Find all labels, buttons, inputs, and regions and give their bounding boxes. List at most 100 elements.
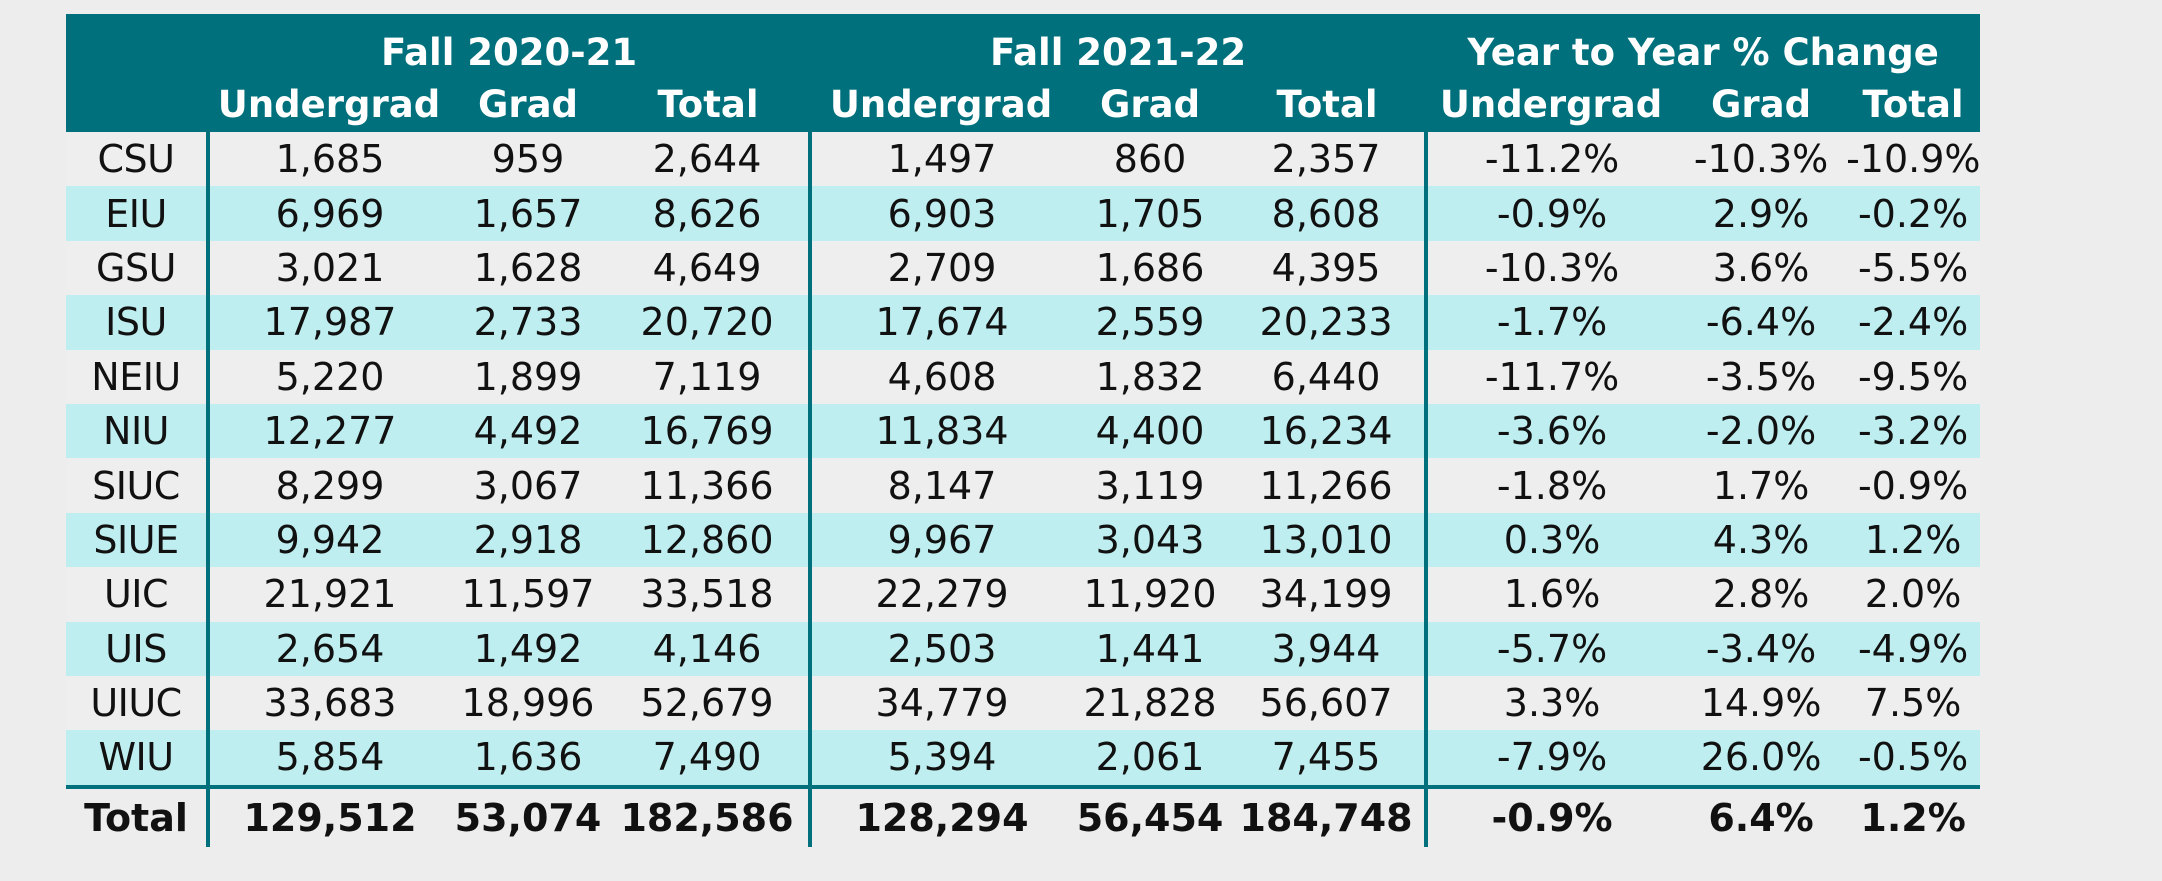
table-row: UIUC 33,683 18,996 52,679 34,779 21,828 56,607…	[66, 675, 1981, 731]
data-cell: 16,769	[606, 403, 811, 459]
data-cell: 8,147	[808, 458, 1073, 513]
data-cell: -10.3%	[1676, 132, 1847, 187]
institution-name: UIS	[66, 621, 208, 676]
table-row: UIS 2,654 1,492 4,146 2,503 1,441 3,944 -5.7% -3…	[66, 621, 1981, 676]
data-cell: 4,146	[606, 621, 811, 676]
data-cell: -6.4%	[1676, 295, 1847, 350]
data-cell: 1.2%	[1846, 512, 1981, 568]
table-row: EIU 6,969 1,657 8,626 6,903 1,705 8,608 -0.9% 2.…	[66, 186, 1981, 241]
data-cell: -4.9%	[1846, 621, 1981, 676]
data-cell: 4,400	[1072, 403, 1229, 459]
table-row: SIUE 9,942 2,918 12,860 9,967 3,043 13,010 0.3%…	[66, 512, 1981, 568]
data-cell: 959	[450, 132, 606, 187]
data-cell: 9,967	[808, 512, 1073, 568]
data-cell: 1,441	[1072, 621, 1229, 676]
data-cell: 21,828	[1072, 675, 1229, 731]
data-cell: -0.9%	[1846, 458, 1981, 513]
total-label: Total	[66, 784, 208, 847]
data-cell: 8,608	[1228, 186, 1427, 241]
table-row: NEIU 5,220 1,899 7,119 4,608 1,832 6,440 -11.7%…	[66, 349, 1981, 404]
data-cell: 33,683	[206, 675, 450, 731]
group-header-row: Fall 2020-21 Fall 2021-22 Year to Year %…	[66, 14, 1981, 76]
data-cell: 22,279	[808, 567, 1073, 622]
data-cell: -0.9%	[1424, 186, 1677, 241]
table-row: WIU 5,854 1,636 7,490 5,394 2,061 7,455 -7.9% 26…	[66, 730, 1981, 787]
data-cell: 2,357	[1228, 132, 1427, 187]
data-cell: 7,455	[1228, 730, 1427, 787]
enrollment-table: Fall 2020-21 Fall 2021-22 Year to Year %…	[66, 14, 1981, 847]
group-header-fall-2020-21: Fall 2020-21	[208, 14, 811, 76]
data-cell: -2.0%	[1676, 403, 1847, 459]
table-row: GSU 3,021 1,628 4,649 2,709 1,686 4,395 -10.3% 3…	[66, 240, 1981, 296]
data-cell: 1,636	[450, 730, 606, 787]
data-cell: 52,679	[606, 675, 811, 731]
institution-name: GSU	[66, 240, 208, 296]
data-cell: 2,709	[808, 240, 1073, 296]
sub-header-row: Undergrad Grad Total Undergrad Grad Tota…	[66, 76, 1981, 132]
data-cell: 7,490	[606, 730, 811, 787]
data-cell: 9,942	[206, 512, 450, 568]
data-cell: 1,657	[450, 186, 606, 241]
data-cell: 5,220	[206, 349, 450, 404]
data-cell: 4.3%	[1676, 512, 1847, 568]
table-row: UIC 21,921 11,597 33,518 22,279 11,920 34,199 1…	[66, 567, 1981, 622]
data-cell: 1,492	[450, 621, 606, 676]
data-cell: 4,492	[450, 403, 606, 459]
data-cell: 17,987	[206, 295, 450, 350]
data-cell: 6,969	[206, 186, 450, 241]
institution-name: UIC	[66, 567, 208, 622]
total-cell: 6.4%	[1676, 784, 1847, 847]
data-cell: -3.2%	[1846, 403, 1981, 459]
sub-header: Grad	[450, 76, 606, 132]
data-cell: 1.6%	[1424, 567, 1677, 622]
data-cell: -2.4%	[1846, 295, 1981, 350]
data-cell: 1,686	[1072, 240, 1229, 296]
total-cell: 182,586	[606, 784, 811, 847]
institution-name: NEIU	[66, 349, 208, 404]
data-cell: 2.9%	[1676, 186, 1847, 241]
data-cell: 1,705	[1072, 186, 1229, 241]
data-cell: 12,860	[606, 512, 811, 568]
data-cell: 7,119	[606, 349, 811, 404]
data-cell: 5,854	[206, 730, 450, 787]
data-cell: 1.7%	[1676, 458, 1847, 513]
data-cell: 1,832	[1072, 349, 1229, 404]
data-cell: 2.8%	[1676, 567, 1847, 622]
data-cell: 2,918	[450, 512, 606, 568]
table-row: CSU 1,685 959 2,644 1,497 860 2,357 -11.2% -10.3…	[66, 132, 1981, 187]
data-cell: 3,119	[1072, 458, 1229, 513]
institution-name: ISU	[66, 295, 208, 350]
data-cell: -5.7%	[1424, 621, 1677, 676]
data-cell: 11,920	[1072, 567, 1229, 622]
group-header-yoy-change: Year to Year % Change	[1426, 14, 1981, 76]
data-cell: -0.2%	[1846, 186, 1981, 241]
sub-header: Undergrad	[810, 76, 1073, 132]
data-cell: 4,608	[808, 349, 1073, 404]
data-cell: -1.8%	[1424, 458, 1677, 513]
data-cell: 3,021	[206, 240, 450, 296]
data-cell: 11,366	[606, 458, 811, 513]
total-cell: 1.2%	[1846, 784, 1981, 847]
data-cell: 20,233	[1228, 295, 1427, 350]
data-cell: 2,733	[450, 295, 606, 350]
data-cell: 3,067	[450, 458, 606, 513]
data-cell: 11,266	[1228, 458, 1427, 513]
data-cell: 3,043	[1072, 512, 1229, 568]
data-cell: -0.5%	[1846, 730, 1981, 787]
data-cell: -3.5%	[1676, 349, 1847, 404]
data-cell: 3.3%	[1424, 675, 1677, 731]
data-cell: 0.3%	[1424, 512, 1677, 568]
group-header-fall-2021-22: Fall 2021-22	[810, 14, 1427, 76]
data-cell: -1.7%	[1424, 295, 1677, 350]
institution-name: NIU	[66, 403, 208, 459]
sub-header-blank	[66, 76, 208, 132]
data-cell: 17,674	[808, 295, 1073, 350]
total-cell: 56,454	[1072, 784, 1229, 847]
table-row: SIUC 8,299 3,067 11,366 8,147 3,119 11,266 -1.8…	[66, 458, 1981, 513]
sub-header: Total	[1228, 76, 1427, 132]
data-cell: 8,626	[606, 186, 811, 241]
enrollment-table-container: Fall 2020-21 Fall 2021-22 Year to Year %…	[66, 14, 1981, 847]
corner-header	[66, 14, 208, 76]
sub-header: Total	[1846, 76, 1981, 132]
data-cell: -3.4%	[1676, 621, 1847, 676]
